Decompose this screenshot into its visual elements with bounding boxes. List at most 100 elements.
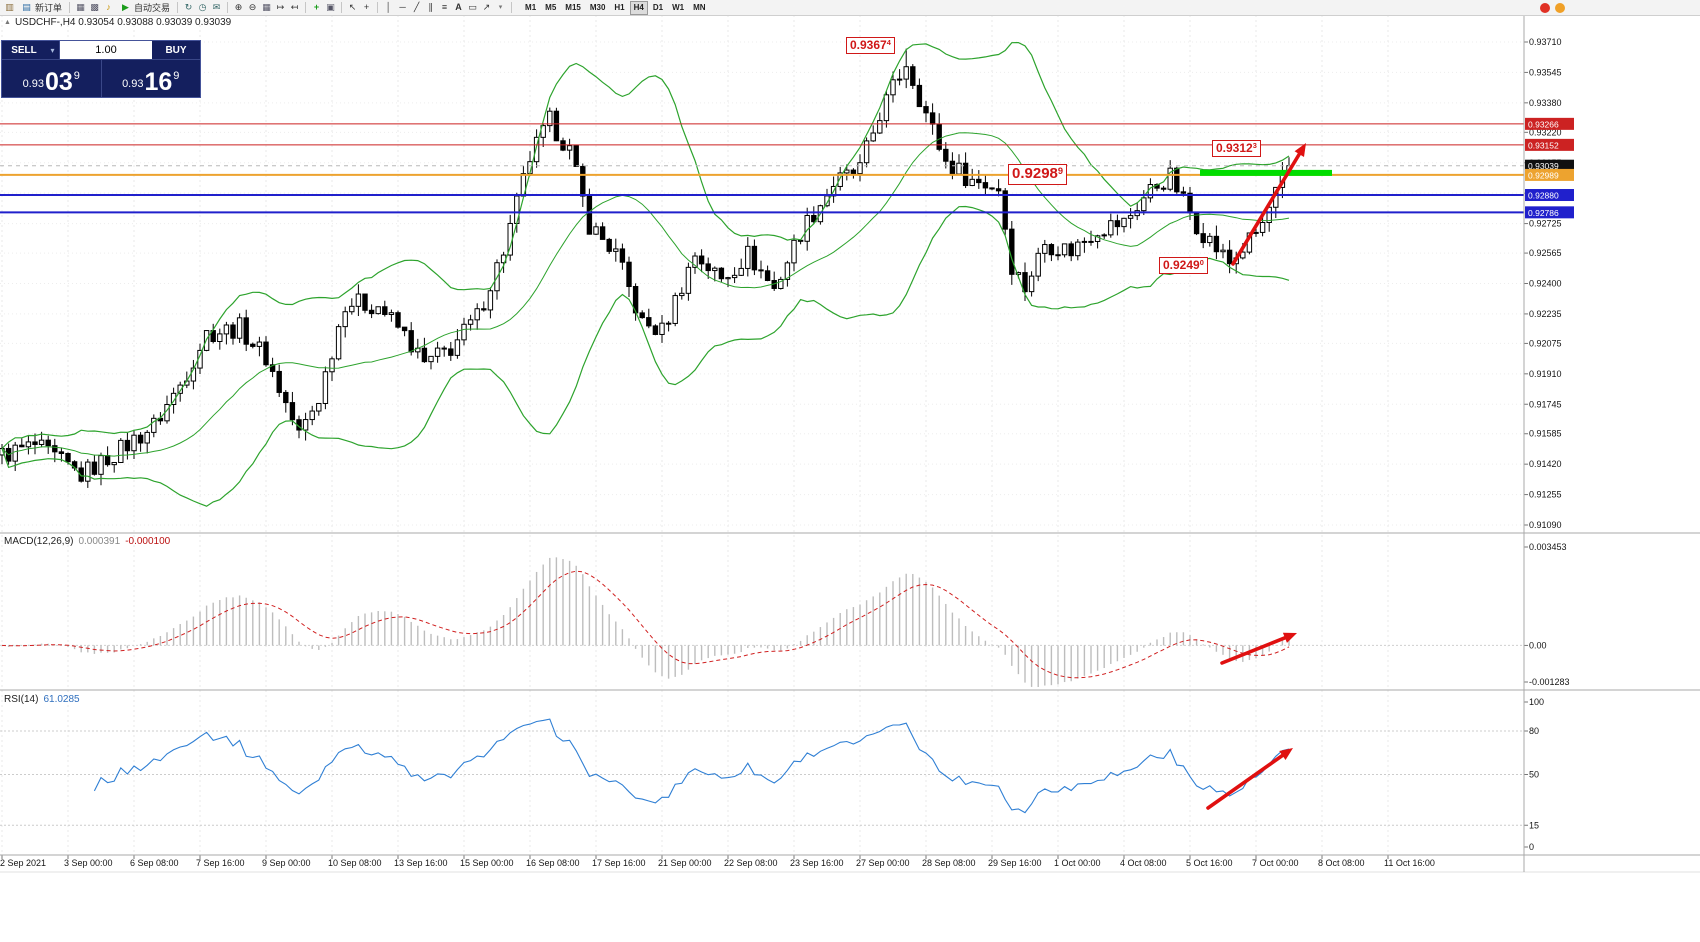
macd-value: 0.000391 <box>78 536 121 547</box>
svg-text:0.93380: 0.93380 <box>1529 98 1562 108</box>
add-indicator-icon[interactable]: + <box>313 2 320 12</box>
buy-button[interactable]: BUY <box>165 44 187 56</box>
svg-text:50: 50 <box>1529 770 1539 780</box>
auto-trading-button[interactable]: ▶ 自动交易 <box>116 1 173 14</box>
status-indicators <box>1540 2 1565 13</box>
svg-text:3 Sep 00:00: 3 Sep 00:00 <box>64 858 113 868</box>
timeframe-mn-button[interactable]: MN <box>693 2 706 12</box>
svg-text:13 Sep 16:00: 13 Sep 16:00 <box>394 858 448 868</box>
svg-text:0.91910: 0.91910 <box>1529 369 1562 379</box>
trendline-icon[interactable]: ╱ <box>413 2 420 12</box>
svg-text:6 Sep 08:00: 6 Sep 08:00 <box>130 858 179 868</box>
timeframe-d1-button[interactable]: D1 <box>652 2 664 12</box>
news-status-icon <box>1555 2 1565 13</box>
svg-text:0.00: 0.00 <box>1529 640 1547 650</box>
svg-text:15 Sep 00:00: 15 Sep 00:00 <box>460 858 514 868</box>
zoom-out-icon[interactable]: ⊖ <box>248 2 257 12</box>
svg-text:0.92880: 0.92880 <box>1528 191 1559 201</box>
svg-text:0.93152: 0.93152 <box>1528 140 1559 150</box>
rsi-value: 61.0285 <box>43 694 80 705</box>
svg-text:0.93220: 0.93220 <box>1529 127 1562 137</box>
timeframe-m1-button[interactable]: M1 <box>525 2 537 12</box>
buy-price-sup: 9 <box>173 70 180 82</box>
timeframe-m5-button[interactable]: M5 <box>545 2 557 12</box>
mail-icon[interactable]: ✉ <box>212 2 221 12</box>
sell-dropdown-caret-icon[interactable]: ▾ <box>46 41 60 59</box>
templates-icon[interactable]: ▣ <box>326 2 335 12</box>
auto-trading-icon: ▶ <box>122 2 129 12</box>
refresh-icon[interactable]: ↻ <box>184 2 193 12</box>
toolbar-separator <box>377 2 379 13</box>
timeframe-m15-button[interactable]: M15 <box>565 2 581 12</box>
timeframe-w1-button[interactable]: W1 <box>672 2 685 12</box>
price-axis[interactable] <box>1525 15 1700 855</box>
tile-windows-icon[interactable]: ▦ <box>262 2 271 12</box>
svg-text:15: 15 <box>1529 820 1539 830</box>
sell-price-main: 0.93 <box>22 78 44 90</box>
price-annotation[interactable]: 0.9298 9 <box>1008 164 1068 185</box>
svg-text:0.91420: 0.91420 <box>1529 459 1562 469</box>
cursor-icon[interactable]: ↖ <box>348 2 357 12</box>
svg-text:2 Sep 2021: 2 Sep 2021 <box>0 858 46 868</box>
svg-text:21 Sep 00:00: 21 Sep 00:00 <box>658 858 712 868</box>
chart-shift-icon[interactable]: ↤ <box>290 2 299 12</box>
toolbar-separator <box>341 2 343 13</box>
symbol-header: ▲ USDCHF-,H4 0.93054 0.93088 0.93039 0.9… <box>4 17 231 28</box>
charts-cascade-icon[interactable]: ▩ <box>90 2 99 12</box>
toolbar-separator <box>511 2 513 13</box>
text-icon[interactable]: A <box>455 2 462 12</box>
price-annotation[interactable]: 0.9249 0 <box>1159 257 1208 274</box>
svg-text:0.91585: 0.91585 <box>1529 429 1562 439</box>
alerts-icon[interactable]: ♪ <box>106 2 111 12</box>
svg-text:0.92725: 0.92725 <box>1529 219 1562 229</box>
label-icon[interactable]: ▭ <box>468 2 477 12</box>
svg-text:28 Sep 08:00: 28 Sep 08:00 <box>922 858 976 868</box>
new-order-button[interactable]: ▤ 新订单 <box>17 1 65 14</box>
fibonacci-icon[interactable]: ≡ <box>441 2 448 12</box>
sell-price[interactable]: 0.93 03 9 <box>2 60 101 97</box>
svg-text:0.92400: 0.92400 <box>1529 279 1562 289</box>
new-chart-icon[interactable]: ▥ <box>5 2 14 12</box>
rsi-label: RSI(14) 61.0285 <box>4 694 80 705</box>
shapes-icon[interactable]: ↗ <box>482 2 491 12</box>
svg-text:23 Sep 16:00: 23 Sep 16:00 <box>790 858 844 868</box>
volume-input[interactable]: 1.00 <box>60 41 152 59</box>
timeframe-h1-button[interactable]: H1 <box>614 2 625 12</box>
svg-text:7 Oct 00:00: 7 Oct 00:00 <box>1252 858 1299 868</box>
zoom-in-icon[interactable]: ⊕ <box>234 2 243 12</box>
sell-price-sup: 9 <box>73 70 80 82</box>
crosshair-icon[interactable]: + <box>363 2 370 12</box>
svg-text:11 Oct 16:00: 11 Oct 16:00 <box>1384 858 1435 868</box>
toolbar-separator <box>69 2 71 13</box>
svg-text:0.92786: 0.92786 <box>1528 208 1559 218</box>
shapes-caret-icon[interactable]: ▾ <box>498 4 503 11</box>
buy-price-big: 16 <box>144 68 173 96</box>
timeframe-toolbar: M1 M5 M15 M30 H1 H4 D1 W1 MN <box>521 0 710 15</box>
svg-text:0.92235: 0.92235 <box>1529 309 1562 319</box>
sell-button[interactable]: SELL <box>11 44 37 56</box>
macd-name: MACD(12,26,9) <box>4 536 74 547</box>
vertical-line-icon[interactable]: │ <box>385 2 392 12</box>
timeframe-m30-button[interactable]: M30 <box>589 2 606 12</box>
time-axis[interactable] <box>0 856 1524 872</box>
timeframe-h4-button[interactable]: H4 <box>629 0 648 15</box>
svg-text:80: 80 <box>1529 726 1539 736</box>
svg-text:0.93710: 0.93710 <box>1529 37 1562 47</box>
svg-text:0: 0 <box>1529 842 1534 852</box>
price-annotation[interactable]: 0.9367 4 <box>846 37 895 54</box>
channel-icon[interactable]: ∥ <box>428 2 433 12</box>
svg-text:0.92075: 0.92075 <box>1529 338 1562 348</box>
svg-text:4 Oct 08:00: 4 Oct 08:00 <box>1120 858 1167 868</box>
buy-price[interactable]: 0.93 16 9 <box>100 60 201 97</box>
horizontal-line-icon[interactable]: ─ <box>399 2 406 12</box>
svg-text:8 Oct 08:00: 8 Oct 08:00 <box>1318 858 1365 868</box>
svg-text:29 Sep 16:00: 29 Sep 16:00 <box>988 858 1042 868</box>
clock-icon[interactable]: ◷ <box>198 2 207 12</box>
profiles-icon[interactable]: ▦ <box>76 2 85 12</box>
price-annotation[interactable]: 0.9312 3 <box>1212 140 1261 157</box>
svg-text:0.91090: 0.91090 <box>1529 520 1562 530</box>
auto-scroll-icon[interactable]: ↦ <box>276 2 285 12</box>
